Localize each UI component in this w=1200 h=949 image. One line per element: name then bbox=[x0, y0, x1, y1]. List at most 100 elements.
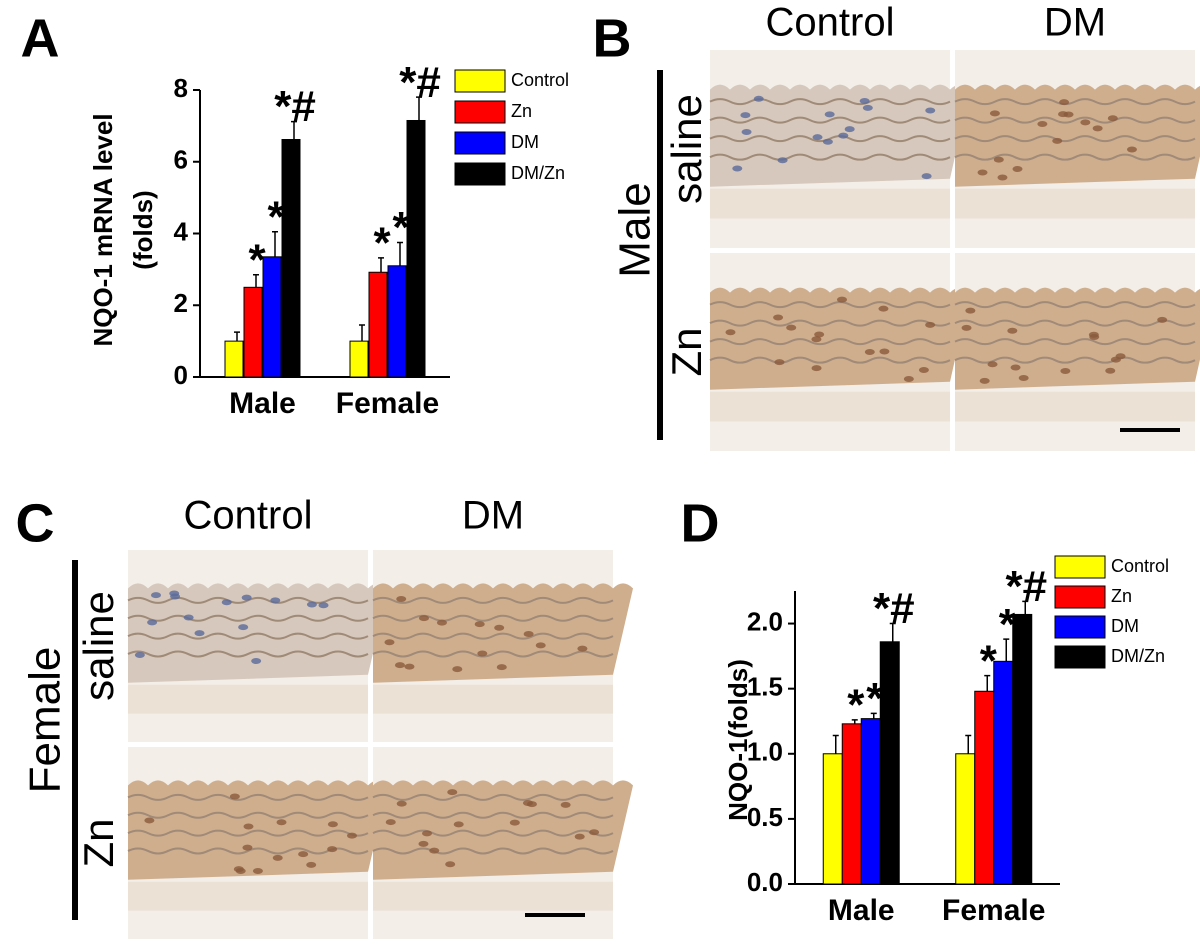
nucleus bbox=[918, 366, 929, 373]
nucleus bbox=[147, 619, 158, 626]
error-bar bbox=[889, 622, 896, 642]
lamina bbox=[954, 135, 1196, 143]
nucleus bbox=[740, 112, 751, 119]
error-bar bbox=[832, 734, 839, 754]
nucleus bbox=[987, 361, 998, 368]
nucleus bbox=[1107, 115, 1118, 122]
lamina bbox=[127, 793, 369, 801]
significance-mark: * bbox=[267, 192, 285, 241]
nucleus bbox=[318, 602, 329, 609]
tissue-band bbox=[955, 287, 1200, 390]
nucleus bbox=[838, 132, 849, 139]
nucleus bbox=[452, 666, 463, 673]
nucleus bbox=[306, 601, 317, 608]
nucleus bbox=[1060, 367, 1071, 374]
lamina bbox=[954, 301, 1196, 309]
error-bar bbox=[291, 120, 297, 140]
nucleus bbox=[404, 663, 415, 670]
lamina bbox=[709, 301, 951, 309]
column-label: DM bbox=[462, 494, 524, 538]
nucleus bbox=[447, 789, 458, 796]
lamina bbox=[709, 338, 951, 346]
nucleus bbox=[276, 819, 287, 826]
lamina bbox=[709, 98, 951, 106]
bar bbox=[406, 119, 426, 378]
y-tick-label: 1.5 bbox=[747, 672, 783, 702]
legend-swatch bbox=[454, 131, 506, 155]
x-tick-label: Female bbox=[942, 894, 1045, 927]
significance-mark: * bbox=[980, 636, 998, 685]
nucleus bbox=[1089, 334, 1100, 341]
nucleus bbox=[235, 868, 246, 875]
y-tick-label: 6 bbox=[174, 145, 188, 175]
nucleus bbox=[347, 832, 358, 839]
micrograph bbox=[954, 253, 1200, 451]
nucleus bbox=[1157, 316, 1168, 323]
nucleus bbox=[270, 597, 281, 604]
lamina bbox=[372, 596, 614, 604]
nucleus bbox=[844, 126, 855, 133]
nucleus bbox=[965, 307, 976, 314]
nucleus bbox=[589, 829, 600, 836]
nucleus bbox=[725, 329, 736, 336]
nucleus bbox=[477, 650, 488, 657]
row-label: saline bbox=[75, 591, 122, 701]
error-bar bbox=[984, 674, 991, 692]
error-bar bbox=[1003, 638, 1010, 662]
error-bar bbox=[272, 230, 278, 257]
y-tick-label: 8 bbox=[174, 73, 188, 103]
nucleus bbox=[272, 854, 283, 861]
nucleus bbox=[394, 662, 405, 669]
lamina bbox=[372, 847, 614, 855]
legend-swatch bbox=[454, 69, 506, 93]
bar bbox=[841, 723, 862, 885]
nucleus bbox=[1007, 327, 1018, 334]
lamina bbox=[127, 811, 369, 819]
lamina bbox=[372, 632, 614, 640]
y-axis-title: NQO-1 mRNA level bbox=[88, 113, 118, 346]
bar bbox=[281, 139, 301, 378]
nucleus bbox=[242, 844, 253, 851]
error-bar bbox=[359, 324, 365, 342]
nucleus bbox=[418, 840, 429, 847]
significance-mark: *# bbox=[274, 82, 316, 131]
lamina bbox=[127, 632, 369, 640]
legend-label: DM/Zn bbox=[1111, 646, 1165, 666]
nucleus bbox=[859, 98, 870, 105]
nucleus bbox=[824, 111, 835, 118]
bar bbox=[879, 641, 900, 885]
nucleus bbox=[396, 595, 407, 602]
nucleus bbox=[811, 336, 822, 343]
nucleus bbox=[144, 817, 155, 824]
nucleus bbox=[1052, 137, 1063, 144]
legend-label: DM/Zn bbox=[511, 163, 565, 183]
error-bar bbox=[397, 241, 403, 266]
legend-label: DM bbox=[511, 132, 539, 152]
nucleus bbox=[811, 365, 822, 372]
group-label: Female bbox=[21, 647, 70, 794]
nucleus bbox=[327, 821, 338, 828]
nucleus bbox=[150, 592, 161, 599]
y-tick-label: 1.0 bbox=[747, 737, 783, 767]
legend-label: Zn bbox=[511, 101, 532, 121]
bar bbox=[1012, 613, 1033, 885]
nucleus bbox=[993, 156, 1004, 163]
nucleus bbox=[753, 95, 764, 102]
row-label: Zn bbox=[75, 818, 122, 867]
error-bar bbox=[870, 712, 877, 719]
panel-label: C bbox=[16, 493, 55, 553]
nucleus bbox=[741, 128, 752, 135]
y-axis-title: NQO-1(folds) bbox=[723, 659, 753, 821]
significance-mark: * bbox=[847, 681, 865, 730]
significance-mark: * bbox=[866, 674, 884, 723]
nucleus bbox=[436, 619, 447, 626]
error-bar bbox=[851, 719, 858, 724]
row-label: saline bbox=[663, 94, 710, 204]
nucleus bbox=[526, 801, 537, 808]
debris bbox=[710, 188, 950, 219]
nucleus bbox=[879, 348, 890, 355]
nucleus bbox=[1010, 364, 1021, 371]
x-tick-label: Male bbox=[828, 894, 895, 927]
legend-label: Control bbox=[1111, 556, 1169, 576]
nucleus bbox=[509, 819, 520, 826]
